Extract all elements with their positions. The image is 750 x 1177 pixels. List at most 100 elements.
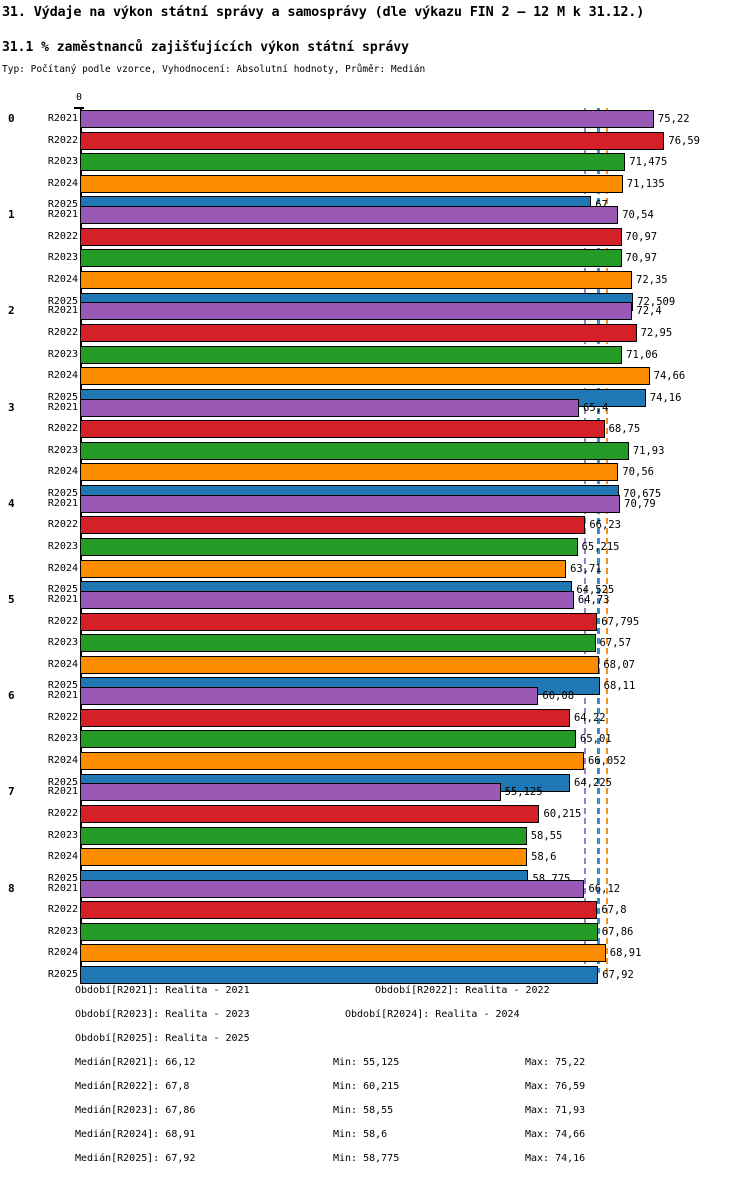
stat-min-r2022: Min: 60,215 [333,1081,400,1092]
bar-value-label: 67,8 [601,904,627,917]
stat-median-r2021: Medián[R2021]: 66,12 [75,1057,196,1068]
legend-row-stats-5: Medián[R2025]: 67,92 Min: 58,775 Max: 74… [0,1153,750,1177]
bar-chart-plot: 0 R2021 75,22 R2022 76,59 R2023 71,475 R2024 71… [0,92,750,984]
bar-row: R2021 55,125 [0,783,750,802]
group-index-1: 1 [8,208,15,222]
row-label-R2021: R2021 [47,401,78,413]
bar-row: R2023 65,215 [0,538,750,556]
row-label-R2023: R2023 [47,348,78,360]
bar-value-label: 64,73 [577,594,610,606]
bar-row: R2022 60,215 [0,805,750,823]
bar-value-label: 66,23 [589,519,621,532]
bar-value-label: 76,59 [668,134,700,147]
bar-value-label: 72,4 [636,305,662,318]
bar-R2023-group-4[interactable] [80,538,578,556]
bar-row: R2024 72,35 [0,271,750,289]
bar-R2022-group-5[interactable] [80,612,598,631]
bar-R2024-group-5[interactable] [80,655,600,674]
bar-value-label: 68,07 [603,658,635,671]
row-label-R2021: R2021 [47,497,78,509]
legend-row-periods-3: Období[R2025]: Realita - 2025 [0,1033,750,1057]
row-label-R2022: R2022 [47,615,78,627]
bar-row: R2022 67,795 [0,612,750,631]
bar-R2022-group-6[interactable] [80,708,570,727]
row-label-R2023: R2023 [47,252,78,264]
bar-R2023-group-1[interactable] [80,249,622,268]
bar-R2021-group-5[interactable] [80,591,574,609]
row-label-R2022: R2022 [47,904,78,916]
bar-R2021-group-0[interactable] [80,110,654,128]
bar-R2024-group-7[interactable] [80,848,528,867]
row-label-R2025: R2025 [47,680,78,692]
bar-R2022-group-8[interactable] [80,901,598,920]
row-label-R2023: R2023 [47,733,78,745]
bar-row: R2024 66,052 [0,752,750,770]
bar-row: R2024 58,6 [0,848,750,867]
bar-R2023-group-6[interactable] [80,730,577,749]
bar-R2024-group-2[interactable] [80,367,650,386]
bar-R2021-group-1[interactable] [80,206,619,225]
row-label-R2022: R2022 [47,808,78,819]
bar-R2024-group-4[interactable] [80,559,567,578]
bar-R2022-group-3[interactable] [80,420,605,439]
bar-row: R2023 67,57 [0,634,750,653]
bar-value-label: 55,125 [504,786,543,799]
bar-value-label: 67,86 [601,925,634,938]
stat-min-r2023: Min: 58,55 [333,1105,394,1116]
bar-R2023-group-0[interactable] [80,153,626,172]
bar-R2025-group-8[interactable] [80,966,599,984]
bar-R2024-group-3[interactable] [80,463,619,482]
bar-value-label: 68,75 [608,423,641,436]
bar-R2023-group-3[interactable] [80,441,629,460]
bar-row: R2025 67,92 [0,966,750,984]
row-label-R2024: R2024 [47,755,78,766]
bar-R2021-group-4[interactable] [80,494,621,513]
row-label-R2023: R2023 [47,541,78,552]
bar-value-label: 65,4 [583,401,609,414]
row-label-R2023: R2023 [47,925,78,937]
bar-value-label: 71,06 [626,348,658,361]
bar-R2024-group-8[interactable] [80,944,606,963]
bar-R2022-group-2[interactable] [80,324,637,342]
group-index-3: 3 [8,400,15,414]
row-label-R2021: R2021 [47,209,78,221]
bar-value-label: 64,225 [574,776,612,789]
bar-value-label: 63,71 [570,562,602,575]
bar-R2022-group-7[interactable] [80,805,540,823]
bar-R2023-group-2[interactable] [80,345,623,364]
bar-R2023-group-7[interactable] [80,826,527,845]
bar-R2022-group-0[interactable] [80,131,665,150]
row-label-R2023: R2023 [47,829,78,841]
bar-value-label: 75,22 [657,113,690,125]
row-label-R2024: R2024 [47,947,78,959]
bar-R2023-group-8[interactable] [80,922,598,941]
bar-R2021-group-6[interactable] [80,687,539,706]
bar-R2022-group-1[interactable] [80,227,622,246]
bar-R2021-group-8[interactable] [80,879,585,898]
group-index-0: 0 [8,112,15,125]
bar-R2024-group-0[interactable] [80,174,623,193]
bar-R2023-group-5[interactable] [80,634,596,653]
legend-period-r2021: Období[R2021]: Realita - 2021 [75,985,250,996]
row-label-R2025: R2025 [47,488,78,499]
row-label-R2022: R2022 [47,230,78,242]
stat-max-r2021: Max: 75,22 [525,1057,586,1068]
legend-period-r2022: Období[R2022]: Realita - 2022 [375,985,550,996]
bar-R2021-group-3[interactable] [80,398,579,417]
row-label-R2021: R2021 [47,786,78,798]
bar-R2024-group-6[interactable] [80,752,584,770]
page-title: 31. Výdaje na výkon státní správy a samo… [2,4,645,20]
bar-value-label: 67,57 [599,637,632,650]
bar-R2024-group-1[interactable] [80,271,633,289]
bar-value-label: 72,35 [636,274,668,286]
row-label-R2022: R2022 [47,423,78,435]
row-label-R2024: R2024 [47,177,78,189]
bar-R2022-group-4[interactable] [80,516,586,535]
bar-row: R2022 64,22 [0,708,750,727]
bar-R2021-group-7[interactable] [80,783,501,802]
row-label-R2025: R2025 [47,199,78,211]
row-label-R2025: R2025 [47,295,78,307]
bar-R2021-group-2[interactable] [80,302,633,321]
bar-row: R2024 68,91 [0,944,750,963]
bar-value-label: 58,55 [530,829,563,842]
